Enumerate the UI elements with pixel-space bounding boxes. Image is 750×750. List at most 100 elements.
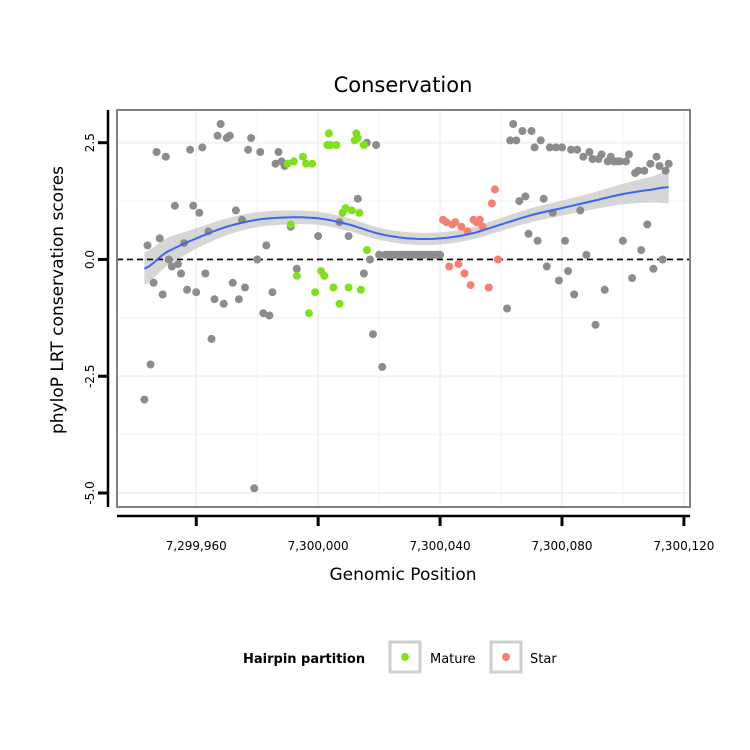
- point-other: [649, 264, 658, 273]
- x-tick-label: 7,300,120: [653, 539, 714, 553]
- plot-panel-border: [116, 109, 691, 508]
- point-star: [454, 260, 463, 269]
- point-other: [625, 150, 633, 159]
- point-other: [158, 290, 167, 299]
- point-other: [152, 148, 161, 156]
- point-other: [655, 162, 664, 170]
- point-other: [143, 241, 152, 250]
- point-other: [225, 131, 234, 140]
- point-star: [475, 215, 484, 224]
- point-mature: [283, 159, 292, 168]
- point-other: [618, 236, 627, 245]
- point-other: [366, 255, 374, 264]
- point-other: [253, 255, 262, 264]
- point-other: [167, 262, 176, 271]
- point-other: [219, 299, 228, 308]
- point-star: [445, 262, 454, 271]
- point-mature: [335, 299, 344, 308]
- point-other: [530, 143, 539, 152]
- point-mature: [329, 283, 338, 292]
- y-axis-title: phyloP LRT conservation scores: [48, 166, 68, 434]
- point-other: [228, 278, 237, 287]
- point-mature: [362, 246, 371, 255]
- point-star: [442, 218, 451, 227]
- legend-dot-star: [502, 653, 510, 661]
- point-mature: [341, 204, 350, 213]
- point-mature: [344, 283, 353, 292]
- point-other: [554, 276, 563, 285]
- point-other: [652, 152, 661, 161]
- point-other: [664, 159, 673, 168]
- point-other: [241, 283, 249, 292]
- legend-dot-mature: [401, 653, 409, 661]
- point-mature: [355, 208, 364, 217]
- point-other: [314, 232, 323, 241]
- point-other: [359, 269, 368, 278]
- point-other: [551, 143, 560, 152]
- smooth-line-layer: [143, 186, 669, 270]
- legend-item-star: Star: [489, 640, 557, 674]
- point-other: [140, 395, 149, 404]
- y-tick-label: -2.5: [83, 364, 97, 387]
- point-mature: [305, 309, 313, 318]
- point-other: [189, 201, 198, 210]
- point-other: [375, 250, 384, 259]
- legend-label-star: Star: [530, 652, 557, 667]
- point-other: [259, 309, 268, 318]
- point-mature: [292, 271, 301, 280]
- point-other: [262, 241, 271, 250]
- chart-title: Conservation: [334, 73, 473, 97]
- point-other: [369, 330, 377, 339]
- point-other: [271, 159, 280, 168]
- point-other: [183, 285, 192, 294]
- legend-label-mature: Mature: [430, 652, 476, 667]
- point-other: [622, 157, 630, 166]
- point-other: [518, 127, 527, 135]
- plot-panel: [117, 110, 690, 507]
- y-axis: 2.5 0.0 -2.5 -5.0: [83, 110, 110, 507]
- y-tick-label: -5.0: [83, 481, 97, 504]
- point-other: [570, 290, 579, 299]
- point-star: [487, 199, 496, 208]
- point-other: [597, 150, 606, 159]
- point-other: [216, 120, 225, 128]
- point-other: [149, 278, 158, 287]
- point-other: [512, 136, 521, 145]
- point-mature: [311, 288, 320, 297]
- point-other: [536, 136, 545, 145]
- point-other: [573, 145, 582, 154]
- point-other: [186, 145, 195, 154]
- point-other: [378, 362, 387, 371]
- point-mature: [353, 134, 362, 142]
- point-other: [558, 143, 566, 152]
- point-other: [539, 194, 548, 203]
- point-mature: [324, 129, 333, 138]
- point-other: [524, 229, 533, 238]
- point-other: [372, 141, 381, 149]
- point-other: [521, 192, 530, 201]
- point-other: [643, 220, 652, 229]
- point-other: [640, 166, 649, 175]
- point-mature: [359, 141, 368, 149]
- point-star: [460, 269, 469, 278]
- point-other: [588, 155, 597, 163]
- point-mature: [332, 141, 341, 149]
- smooth-line: [143, 186, 669, 270]
- confidence-ribbon: [144, 170, 669, 286]
- point-other: [146, 360, 155, 369]
- point-mature: [308, 159, 317, 168]
- point-other: [201, 269, 210, 278]
- point-other: [174, 260, 182, 269]
- point-other: [256, 148, 265, 156]
- y-tick-label: 0.0: [83, 250, 97, 269]
- points-layer: [140, 120, 673, 493]
- point-other: [353, 194, 362, 203]
- point-other: [247, 134, 256, 142]
- point-other: [579, 152, 588, 161]
- point-other: [567, 145, 576, 154]
- x-tick-label: 7,300,000: [288, 539, 349, 553]
- point-other: [231, 206, 240, 215]
- x-tick-label: 7,299,960: [166, 539, 227, 553]
- point-other: [561, 236, 569, 245]
- x-tick-label: 7,300,080: [531, 539, 592, 553]
